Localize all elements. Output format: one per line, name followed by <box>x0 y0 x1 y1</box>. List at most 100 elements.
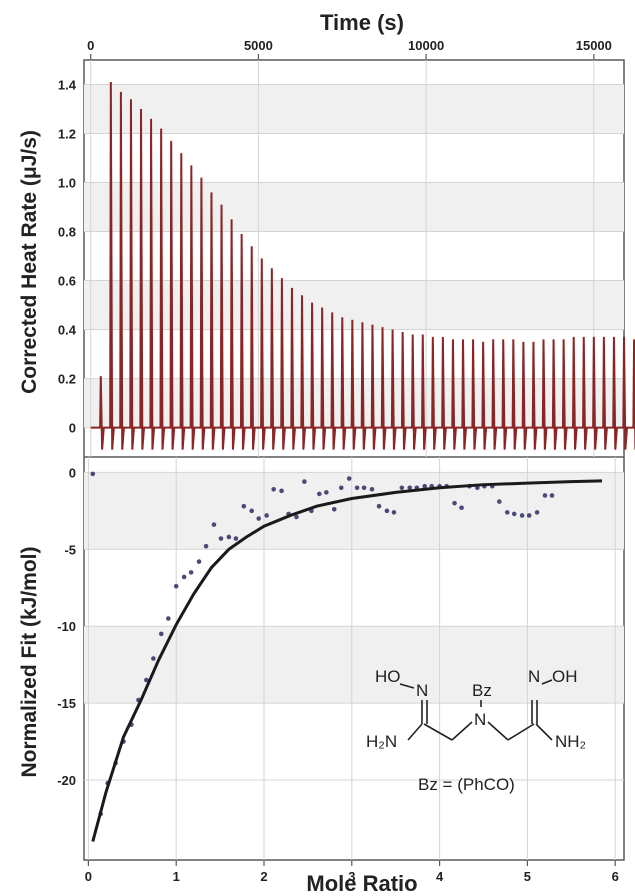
data-point <box>324 490 329 495</box>
data-point <box>144 677 149 683</box>
top-x-tick-label: 5000 <box>244 38 273 53</box>
top-band <box>84 182 624 232</box>
top-y-axis-title: Corrected Heat Rate (μJ/s) <box>18 130 41 394</box>
top-y-tick-label: 1.0 <box>58 176 76 191</box>
data-point <box>526 513 532 518</box>
structure-label-n-center: N <box>474 710 486 729</box>
top-gridlines <box>84 54 624 457</box>
top-y-tick-label: 0.2 <box>58 372 76 387</box>
top-x-tick-label: 0 <box>87 38 94 53</box>
data-points <box>90 471 555 817</box>
data-point <box>497 499 502 504</box>
data-point <box>391 510 397 515</box>
data-point <box>302 479 307 484</box>
data-point <box>264 513 269 518</box>
structure-label-oh: OH <box>552 667 578 686</box>
data-point <box>188 570 194 575</box>
thermogram-series-line <box>90 82 635 450</box>
data-point <box>399 485 405 491</box>
top-y-tick-label: 0 <box>69 421 76 436</box>
bottom-y-tick-labels: 0 -5 -10 -15 -20 <box>57 465 76 788</box>
data-point <box>317 491 322 497</box>
data-point <box>196 559 202 564</box>
data-point <box>249 508 255 514</box>
top-x-tick-labels: 0 5000 10000 15000 <box>87 38 612 53</box>
chemical-structure: HO N Bz N OH N H₂N NH₂ Bz = (PhCO) <box>366 667 586 794</box>
data-point <box>331 506 337 512</box>
bottom-y-axis-title: Normalized Fit (kJ/mol) <box>18 546 41 777</box>
data-point <box>376 503 382 509</box>
bottom-x-tick-label: 4 <box>436 869 444 884</box>
bottom-y-tick-label: -20 <box>57 773 76 788</box>
data-point <box>534 510 540 515</box>
data-point <box>407 485 413 491</box>
data-point <box>271 487 276 492</box>
data-point <box>422 483 427 489</box>
bottom-y-tick-label: -10 <box>57 619 76 634</box>
bottom-y-tick-label: -5 <box>64 542 76 557</box>
bottom-y-tick-label: 0 <box>69 465 76 480</box>
structure-label-nh2: NH₂ <box>555 732 586 751</box>
data-point <box>338 485 344 491</box>
data-point <box>346 476 352 481</box>
data-point <box>361 485 367 491</box>
bottom-x-tick-label: 3 <box>348 869 355 884</box>
bottom-x-tick-label: 6 <box>612 869 619 884</box>
structure-bonds <box>399 679 553 741</box>
data-point <box>459 505 464 511</box>
structure-label-ho: HO <box>375 667 401 686</box>
bottom-x-tick-label: 1 <box>173 869 180 884</box>
data-point <box>452 500 457 506</box>
data-point <box>279 488 284 494</box>
bottom-x-tick-label: 5 <box>524 869 531 884</box>
structure-label-bz: Bz <box>472 681 492 700</box>
top-y-tick-label: 1.4 <box>58 78 77 93</box>
structure-label-n-right: N <box>528 667 540 686</box>
bottom-band <box>84 626 624 704</box>
data-point <box>90 471 96 477</box>
structure-caption: Bz = (PhCO) <box>418 775 515 794</box>
data-point <box>549 493 555 498</box>
top-band <box>84 280 624 330</box>
bottom-gridlines <box>84 457 624 866</box>
data-point <box>151 656 156 661</box>
bottom-x-tick-labels: 0 1 2 3 4 5 6 <box>85 869 619 884</box>
data-point <box>241 503 247 509</box>
top-y-tick-label: 0.8 <box>58 225 76 240</box>
data-point <box>294 514 299 520</box>
plot-frame <box>83 59 625 861</box>
data-point <box>226 534 232 540</box>
structure-label-h2n: H₂N <box>366 732 397 751</box>
top-x-axis-title: Time (s) <box>320 10 404 35</box>
bottom-band <box>84 472 624 550</box>
data-point <box>211 522 217 527</box>
bottom-panel-bands <box>84 472 624 704</box>
data-point <box>173 583 179 589</box>
data-point <box>165 616 171 621</box>
top-x-tick-label: 15000 <box>576 38 612 53</box>
bottom-y-tick-label: -15 <box>57 696 76 711</box>
data-point <box>218 536 224 541</box>
bottom-x-tick-label: 0 <box>85 869 92 884</box>
top-y-tick-label: 0.6 <box>58 274 76 289</box>
data-point <box>181 574 187 580</box>
data-point <box>354 485 360 491</box>
data-point <box>158 631 164 637</box>
data-point <box>511 511 517 517</box>
top-y-tick-label: 1.2 <box>58 127 76 142</box>
data-point <box>203 543 209 549</box>
top-x-tick-label: 10000 <box>408 38 444 53</box>
data-point <box>233 536 239 541</box>
fit-curve <box>91 479 603 842</box>
bottom-x-tick-label: 2 <box>260 869 267 884</box>
data-point <box>519 513 525 518</box>
top-y-tick-labels: 0 0.2 0.4 0.6 0.8 1.0 1.2 1.4 <box>58 78 77 436</box>
data-point <box>256 516 262 521</box>
data-point <box>504 510 510 515</box>
data-point <box>542 493 548 498</box>
structure-label-n-left: N <box>416 681 428 700</box>
data-point <box>384 508 390 514</box>
data-point <box>369 487 375 492</box>
top-band <box>84 84 624 134</box>
